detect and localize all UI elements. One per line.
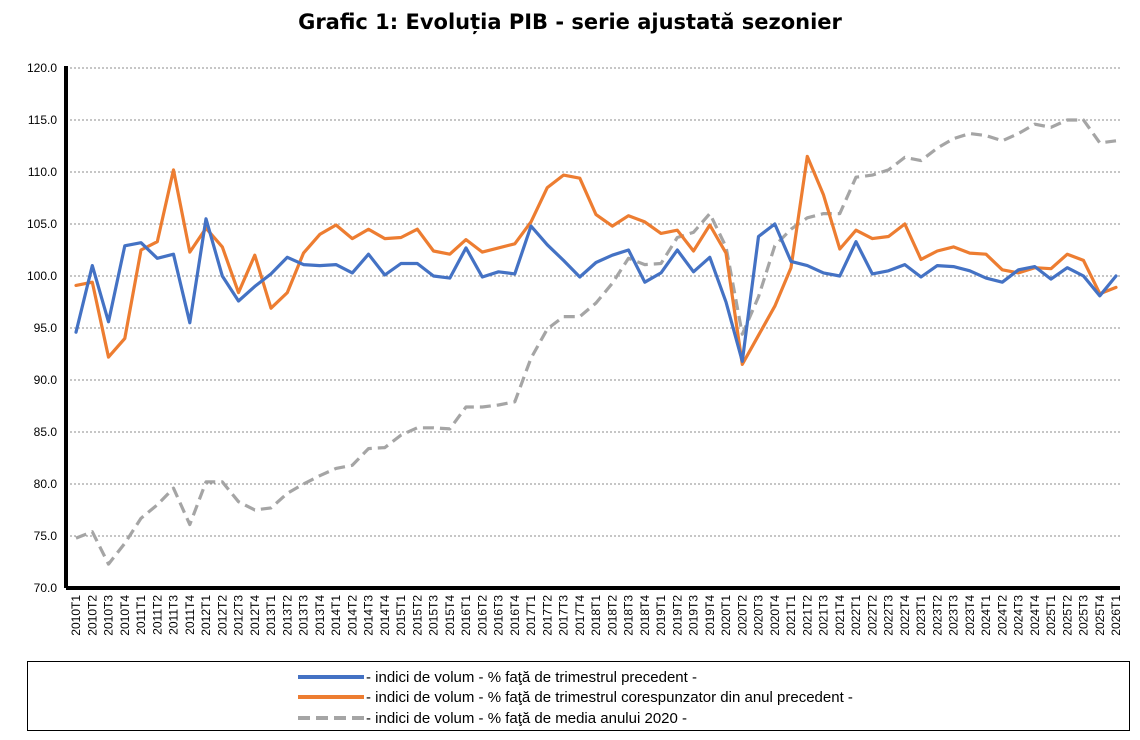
x-tick-label: 2012T2 (215, 595, 229, 636)
x-tick-label: 2011T4 (183, 595, 197, 635)
x-tick-label: 2019T1 (654, 595, 668, 636)
x-tick-label: 2023T3 (947, 595, 961, 636)
legend-item-series-1: - indici de volum - % faţă de trimestrul… (298, 667, 697, 687)
legend-swatch-series-1 (298, 668, 364, 686)
x-tick-label: 2010T2 (85, 595, 99, 636)
gridlines (66, 67, 1120, 537)
legend-item-series-2: - indici de volum - % faţă de trimestrul… (298, 687, 853, 707)
x-tick-label: 2018T4 (638, 595, 652, 636)
y-tick-label: 75.0 (34, 529, 58, 543)
x-tick-label: 2023T4 (963, 595, 977, 636)
series-line-3 (75, 118, 1117, 566)
x-tick-label: 2016T4 (508, 595, 522, 636)
y-tick-label: 70.0 (34, 581, 58, 595)
x-tick-label: 2014T4 (378, 595, 392, 636)
x-tick-label: 2022T3 (882, 595, 896, 636)
x-tick-label: 2011T3 (167, 595, 181, 635)
x-tick-label: 2015T4 (443, 595, 457, 636)
series-line-2 (74, 154, 1118, 366)
x-tick-label: 2017T1 (524, 595, 538, 636)
x-tick-label: 2013T1 (264, 595, 278, 636)
x-tick-label: 2023T1 (914, 595, 928, 636)
x-tick-label: 2010T1 (69, 595, 83, 636)
series-lines (74, 118, 1118, 566)
x-tick-label: 2011T1 (134, 595, 148, 635)
x-tick-label: 2013T3 (297, 595, 311, 636)
x-tick-label: 2021T3 (817, 595, 831, 636)
x-tick-label: 2019T3 (687, 595, 701, 636)
y-tick-label: 105.0 (27, 217, 57, 231)
x-tick-label: 2020T4 (768, 595, 782, 636)
x-tick-label: 2025T1 (1044, 595, 1058, 636)
y-tick-label: 115.0 (28, 113, 57, 127)
x-tick-label: 2024T1 (979, 595, 993, 636)
y-tick-label: 80.0 (34, 477, 58, 491)
x-tick-label: 2013T4 (313, 595, 327, 636)
y-tick-label: 85.0 (34, 425, 58, 439)
x-tick-label: 2010T3 (102, 595, 116, 636)
x-axis-ticks: 2010T1 2010T2 2010T3 2010T4 2011T1 2011T2 2011… (69, 595, 1123, 636)
x-tick-label: 2015T2 (410, 595, 424, 636)
series-line-1 (74, 217, 1118, 363)
x-tick-label: 2014T1 (329, 595, 343, 636)
x-tick-label: 2017T4 (573, 595, 587, 636)
chart-title: Grafic 1: Evoluția PIB - serie ajustată … (298, 10, 842, 34)
legend: - indici de volum - % faţă de trimestrul… (27, 661, 1130, 731)
x-tick-label: 2024T4 (1028, 595, 1042, 636)
x-tick-label: 2024T2 (995, 595, 1009, 636)
y-tick-label: 110.0 (28, 165, 57, 179)
x-tick-label: 2025T4 (1093, 595, 1107, 636)
y-tick-label: 120.0 (27, 61, 57, 75)
axes (64, 66, 1120, 590)
x-tick-label: 2020T3 (752, 595, 766, 636)
x-tick-label: 2022T1 (849, 595, 863, 636)
x-tick-label: 2021T1 (784, 595, 798, 636)
x-tick-label: 2012T4 (248, 595, 262, 636)
legend-swatch-series-2 (298, 688, 364, 706)
x-tick-label: 2010T4 (118, 595, 132, 636)
x-tick-label: 2011T2 (150, 595, 164, 635)
x-tick-label: 2022T2 (865, 595, 879, 636)
x-tick-label: 2017T3 (557, 595, 571, 636)
x-tick-label: 2020T1 (719, 595, 733, 636)
x-tick-label: 2022T4 (898, 595, 912, 636)
y-axis-ticks: 70.0 75.0 80.0 85.0 90.0 95.0 100.0 105.0 110.0 1… (27, 61, 57, 595)
legend-label-series-3: - indici de volum - % faţă de media anul… (366, 709, 688, 727)
y-tick-label: 90.0 (34, 373, 58, 387)
x-tick-label: 2024T3 (1012, 595, 1026, 636)
legend-label-series-2: - indici de volum - % faţă de trimestrul… (366, 688, 853, 706)
x-tick-label: 2015T3 (427, 595, 441, 636)
x-tick-label: 2014T3 (362, 595, 376, 636)
y-tick-label: 95.0 (34, 321, 58, 335)
x-tick-label: 2016T1 (459, 595, 473, 636)
x-tick-label: 2017T2 (540, 595, 554, 636)
legend-item-series-3: - indici de volum - % faţă de media anul… (298, 708, 687, 728)
x-tick-label: 2012T1 (199, 595, 213, 636)
x-tick-label: 2018T2 (605, 595, 619, 636)
x-tick-label: 2018T3 (622, 595, 636, 636)
x-tick-label: 2015T1 (394, 595, 408, 636)
x-tick-label: 2025T2 (1060, 595, 1074, 636)
y-tick-label: 100.0 (27, 269, 57, 283)
x-tick-label: 2020T2 (735, 595, 749, 636)
x-tick-label: 2026T1 (1109, 595, 1123, 636)
x-tick-label: 2018T1 (589, 595, 603, 636)
x-tick-label: 2025T3 (1077, 595, 1091, 636)
x-tick-label: 2019T4 (703, 595, 717, 636)
x-tick-label: 2012T3 (232, 595, 246, 636)
legend-label-series-1: - indici de volum - % faţă de trimestrul… (366, 668, 697, 686)
legend-swatch-series-3 (298, 709, 364, 727)
x-tick-label: 2013T2 (280, 595, 294, 636)
x-tick-label: 2021T2 (800, 595, 814, 636)
x-tick-label: 2021T4 (833, 595, 847, 636)
x-tick-label: 2023T2 (930, 595, 944, 636)
x-tick-label: 2014T2 (345, 595, 359, 636)
x-tick-label: 2016T3 (492, 595, 506, 636)
x-tick-label: 2016T2 (475, 595, 489, 636)
chart-plot: 70.0 75.0 80.0 85.0 90.0 95.0 100.0 105.0 110.0 1… (27, 61, 1123, 636)
x-tick-label: 2019T2 (670, 595, 684, 636)
